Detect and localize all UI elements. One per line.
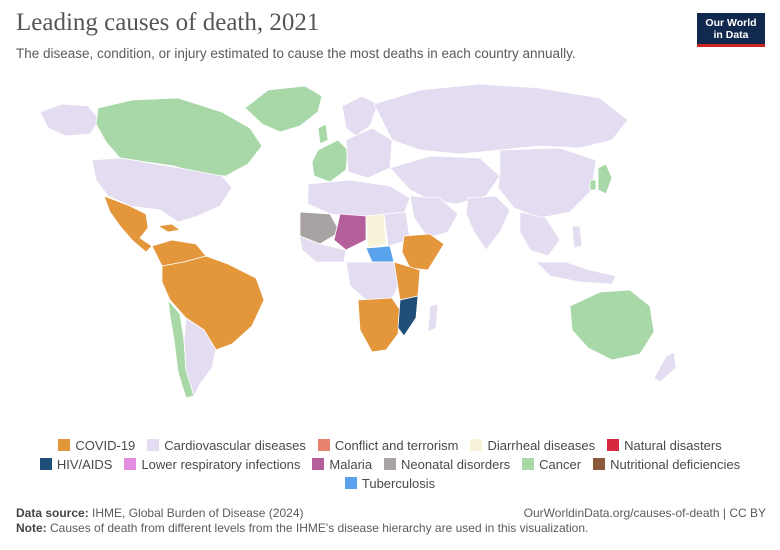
legend-swatch bbox=[344, 477, 357, 489]
owid-logo[interactable]: Our World in Data bbox=[697, 13, 765, 47]
legend-row-2: HIV/AIDS Lower respiratory infections Ma… bbox=[0, 455, 780, 473]
source-label: Data source: bbox=[16, 506, 89, 520]
data-source: Data source: IHME, Global Burden of Dise… bbox=[16, 506, 303, 521]
legend-item-malaria[interactable]: Malaria bbox=[312, 455, 372, 473]
legend-item-neonatal[interactable]: Neonatal disorders bbox=[384, 455, 510, 473]
legend-swatch bbox=[317, 439, 330, 451]
region-argentina bbox=[183, 317, 217, 397]
chart-title: Leading causes of death, 2021 bbox=[16, 9, 320, 36]
region-japan bbox=[597, 163, 613, 195]
region-alaska bbox=[39, 103, 101, 137]
region-canada bbox=[95, 97, 263, 177]
legend-row-1: COVID-19 Cardiovascular diseases Conflic… bbox=[0, 436, 780, 454]
legend-label: Tuberculosis bbox=[361, 475, 436, 491]
region-eastern-europe bbox=[345, 127, 393, 179]
legend-item-hiv[interactable]: HIV/AIDS bbox=[39, 455, 113, 473]
legend-swatch bbox=[39, 458, 52, 470]
region-china bbox=[497, 147, 597, 219]
legend-item-tuberculosis[interactable]: Tuberculosis bbox=[344, 474, 436, 492]
legend-label: Cancer bbox=[539, 456, 582, 472]
note-label: Note: bbox=[16, 521, 47, 535]
region-scandinavia bbox=[341, 95, 379, 137]
region-new-zealand bbox=[653, 351, 677, 383]
note-text: Causes of death from different levels fr… bbox=[50, 521, 589, 535]
region-greenland bbox=[244, 85, 323, 133]
legend-item-natural-disasters[interactable]: Natural disasters bbox=[607, 436, 722, 454]
legend-item-cardiovascular[interactable]: Cardiovascular diseases bbox=[147, 436, 306, 454]
region-west-sahel bbox=[299, 211, 341, 245]
legend: COVID-19 Cardiovascular diseases Conflic… bbox=[0, 436, 780, 493]
legend-label: Conflict and terrorism bbox=[334, 437, 459, 453]
legend-swatch bbox=[58, 439, 71, 451]
logo-line-2: in Data bbox=[713, 29, 749, 41]
region-india bbox=[465, 195, 511, 251]
legend-item-lower-respiratory[interactable]: Lower respiratory infections bbox=[124, 455, 300, 473]
legend-item-cancer[interactable]: Cancer bbox=[522, 455, 581, 473]
legend-label: Diarrheal diseases bbox=[487, 437, 596, 453]
legend-label: Lower respiratory infections bbox=[141, 456, 301, 472]
region-west-coast bbox=[299, 235, 347, 263]
legend-label: Nutritional deficiencies bbox=[610, 456, 741, 472]
region-philippines bbox=[571, 225, 583, 249]
legend-swatch bbox=[522, 458, 535, 470]
legend-swatch bbox=[147, 439, 160, 451]
region-congo bbox=[345, 261, 403, 301]
legend-label: COVID-19 bbox=[75, 437, 136, 453]
legend-item-covid[interactable]: COVID-19 bbox=[58, 436, 135, 454]
logo-line-1: Our World bbox=[705, 17, 757, 29]
region-mozambique bbox=[397, 295, 419, 337]
region-indonesia bbox=[535, 261, 617, 285]
region-chad bbox=[365, 213, 387, 249]
legend-swatch bbox=[593, 458, 606, 470]
footer: Data source: IHME, Global Burden of Dise… bbox=[16, 506, 766, 536]
legend-swatch bbox=[312, 458, 325, 470]
legend-item-nutritional[interactable]: Nutritional deficiencies bbox=[593, 455, 740, 473]
legend-label: Neonatal disorders bbox=[401, 456, 511, 472]
legend-label: Natural disasters bbox=[624, 437, 722, 453]
region-central-africa bbox=[365, 245, 395, 263]
region-south-korea bbox=[589, 179, 597, 191]
world-map[interactable] bbox=[0, 75, 780, 415]
legend-label: Malaria bbox=[329, 456, 373, 472]
region-madagascar bbox=[427, 303, 439, 333]
region-horn-of-africa bbox=[401, 233, 445, 271]
region-caribbean bbox=[157, 223, 181, 233]
legend-item-diarrheal[interactable]: Diarrheal diseases bbox=[470, 436, 595, 454]
legend-row-3: Tuberculosis bbox=[0, 474, 780, 492]
region-north-africa bbox=[307, 179, 411, 219]
region-western-europe bbox=[311, 139, 349, 183]
region-usa bbox=[91, 157, 233, 223]
region-chile bbox=[167, 299, 195, 399]
region-russia bbox=[373, 83, 629, 155]
note: Note: Causes of death from different lev… bbox=[16, 521, 588, 536]
chart-subtitle: The disease, condition, or injury estima… bbox=[16, 46, 576, 61]
region-southern-africa bbox=[357, 297, 401, 353]
region-uk bbox=[317, 123, 329, 145]
region-central-asia bbox=[389, 155, 501, 205]
legend-swatch bbox=[124, 458, 137, 470]
legend-item-conflict[interactable]: Conflict and terrorism bbox=[317, 436, 459, 454]
region-malaria-belt bbox=[333, 213, 367, 251]
region-southeast-asia bbox=[519, 211, 561, 257]
legend-label: HIV/AIDS bbox=[56, 456, 113, 472]
legend-label: Cardiovascular diseases bbox=[164, 437, 306, 453]
source-text: IHME, Global Burden of Disease (2024) bbox=[92, 506, 304, 520]
legend-swatch bbox=[607, 439, 620, 451]
legend-swatch bbox=[470, 439, 483, 451]
region-brazil bbox=[161, 255, 265, 351]
region-australia bbox=[569, 289, 655, 361]
legend-swatch bbox=[384, 458, 397, 470]
region-arabia bbox=[409, 195, 459, 239]
source-url-link[interactable]: OurWorldinData.org/causes-of-death | CC … bbox=[523, 506, 766, 520]
